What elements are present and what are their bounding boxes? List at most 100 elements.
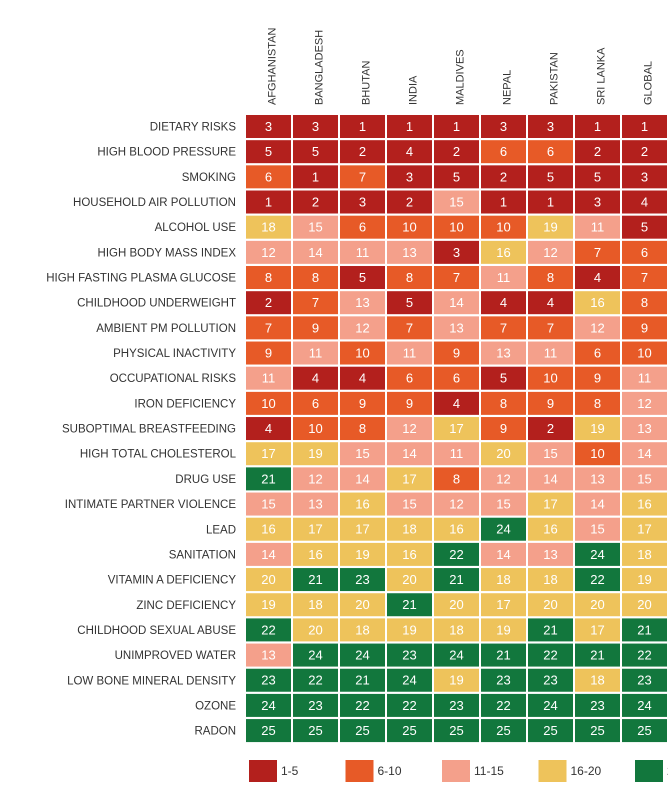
cell [387,366,432,390]
cell-value: 4 [547,295,554,310]
cell-value: 14 [308,245,322,260]
cell-value: 7 [500,320,507,335]
cell [293,719,338,743]
cell [293,693,338,717]
cell-value: 23 [402,648,416,663]
cell-value: 7 [547,320,554,335]
cell [387,517,432,541]
cell [434,593,479,617]
cell [575,643,620,667]
cell-value: 18 [449,622,463,637]
cell-value: 4 [641,194,648,209]
cell-value: 12 [637,396,651,411]
cell [622,417,667,441]
cell [622,568,667,592]
cell-value: 18 [637,547,651,562]
cell [434,417,479,441]
cell [622,492,667,516]
cell-value: 10 [308,421,322,436]
cell-value: 7 [641,270,648,285]
cell [293,316,338,340]
cell [575,140,620,164]
cell [387,492,432,516]
cell [340,467,385,491]
cell [246,643,291,667]
row-label: LEAD [206,524,236,536]
cell-value: 21 [308,572,322,587]
cell-value: 9 [265,345,272,360]
cell [622,517,667,541]
row-label: HIGH BLOOD PRESSURE [97,147,236,159]
cell-value: 21 [261,471,275,486]
cell-value: 2 [547,421,554,436]
cell-value: 14 [355,471,369,486]
cell [246,190,291,214]
row-label: HOUSEHOLD AIR POLLUTION [73,197,236,209]
cell-value: 25 [261,723,275,738]
cell [575,366,620,390]
cell-value: 23 [355,572,369,587]
cell-value: 21 [590,648,604,663]
cell [481,693,526,717]
cell [387,240,432,264]
cell-value: 20 [402,572,416,587]
cell-value: 10 [543,371,557,386]
cell-value: 15 [355,446,369,461]
cell-value: 15 [402,496,416,511]
row-label: CHILDHOOD UNDERWEIGHT [77,298,236,310]
cell [622,593,667,617]
cell-value: 19 [496,622,510,637]
row-label: AMBIENT PM POLLUTION [96,323,236,335]
row-label: UNIMPROVED WATER [115,650,236,662]
cell [340,115,385,138]
cell-value: 18 [590,673,604,688]
cell-value: 24 [402,673,416,688]
cell [622,366,667,390]
cell-value: 6 [312,396,319,411]
cell [340,190,385,214]
cell [528,693,573,717]
cell [481,366,526,390]
cell [528,719,573,743]
cell [434,140,479,164]
cell [387,215,432,239]
cell [622,719,667,743]
cell [528,568,573,592]
cell [293,417,338,441]
cell [575,391,620,415]
cell [575,240,620,264]
row-label: OZONE [195,700,236,712]
legend-swatch [249,760,277,782]
cell-value: 15 [590,522,604,537]
cell [528,316,573,340]
cell [340,668,385,692]
cell [575,266,620,290]
cell-value: 6 [453,371,460,386]
cell-value: 24 [355,648,369,663]
cell-value: 21 [355,673,369,688]
cell [387,140,432,164]
cell [434,316,479,340]
cell-value: 2 [641,144,648,159]
cell [622,467,667,491]
cell [481,215,526,239]
cell-value: 2 [453,144,460,159]
column-label: GLOBAL [642,61,654,105]
cell [340,618,385,642]
cell [340,391,385,415]
row-label: RADON [194,726,236,738]
cell-value: 7 [359,169,366,184]
cell-value: 1 [312,169,319,184]
cell-value: 16 [590,295,604,310]
cell [575,719,620,743]
cell [575,693,620,717]
cell [575,568,620,592]
cell-value: 11 [403,345,417,360]
cell-value: 8 [265,270,272,285]
column-label: MALDIVES [454,49,466,105]
cell [293,391,338,415]
cell [246,341,291,365]
cell [481,593,526,617]
cell [434,391,479,415]
cell-value: 5 [453,169,460,184]
